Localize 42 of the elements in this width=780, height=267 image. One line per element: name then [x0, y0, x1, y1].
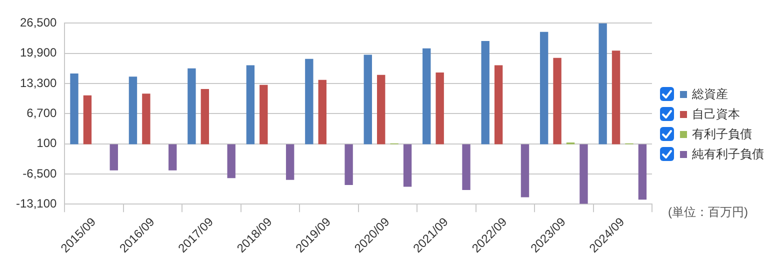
- y-tick-label: -6,500: [22, 166, 58, 180]
- bar: [227, 144, 236, 178]
- bar: [318, 80, 326, 144]
- bar: [128, 76, 138, 144]
- y-tick-label: 100: [36, 136, 58, 150]
- bar: [305, 58, 314, 144]
- bar: [70, 73, 78, 144]
- bar: [598, 23, 607, 144]
- bar: [580, 144, 588, 204]
- bar: [286, 144, 294, 180]
- bar: [260, 84, 268, 144]
- bar: [364, 54, 372, 144]
- y-tick-label: 26,500: [20, 16, 58, 30]
- legend-label: 純有利子負債: [692, 146, 764, 162]
- y-tick-label: 13,300: [20, 76, 58, 90]
- bar: [142, 94, 150, 144]
- bar: [377, 74, 386, 144]
- bar: [520, 144, 530, 198]
- bar: [612, 50, 620, 144]
- bar: [83, 95, 92, 144]
- bar: [540, 32, 548, 144]
- bar: [188, 68, 196, 144]
- bar: [168, 144, 177, 170]
- y-tick-label: -13,100: [16, 196, 58, 210]
- bar: [638, 144, 647, 200]
- legend-label: 自己資本: [692, 106, 740, 122]
- bar: [436, 72, 444, 144]
- bar: [110, 144, 118, 170]
- bar: [494, 65, 503, 144]
- y-tick-label: 19,900: [20, 46, 58, 60]
- bar: [481, 41, 490, 144]
- bar: [246, 65, 255, 144]
- bar: [422, 48, 431, 144]
- legend-label: 有利子負債: [692, 126, 752, 142]
- bar: [462, 144, 470, 190]
- bar: [553, 58, 562, 144]
- bar: [200, 89, 210, 144]
- bar: [403, 144, 412, 187]
- y-tick-label: 6,700: [26, 106, 58, 120]
- legend-label: 総資産: [692, 86, 728, 102]
- text: (単位：百万円): [668, 204, 748, 221]
- bar: [344, 144, 353, 185]
